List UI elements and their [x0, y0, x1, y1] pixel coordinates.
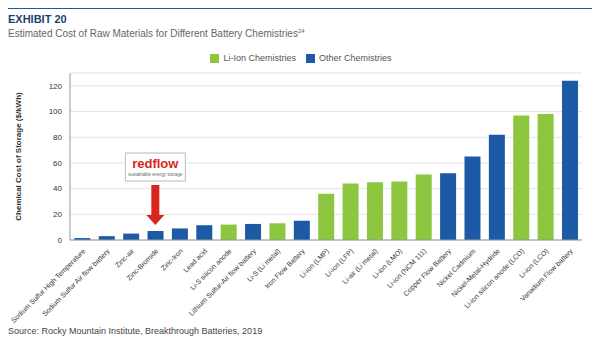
- svg-text:Iron Flow Battery: Iron Flow Battery: [263, 247, 306, 290]
- svg-text:Zinc-Bromide: Zinc-Bromide: [125, 247, 159, 281]
- svg-text:Li-ion silicon anode (LCO): Li-ion silicon anode (LCO): [463, 247, 526, 310]
- svg-text:Lead acid: Lead acid: [181, 247, 209, 274]
- svg-text:Zinc-Iron: Zinc-Iron: [159, 247, 184, 272]
- html-text:Other Chemistries: Other Chemistries: [319, 53, 392, 63]
- svg-text:Li-air (Li metal): Li-air (Li metal): [341, 247, 380, 286]
- svg-text:Copper Flow Battery: Copper Flow Battery: [402, 247, 453, 298]
- svg-text:60: 60: [53, 159, 62, 168]
- svg-text:Li-ion (LCO): Li-ion (LCO): [517, 247, 550, 280]
- svg-text:Chemical Cost of Storage ($/kW: Chemical Cost of Storage ($/kWh): [14, 92, 23, 221]
- svg-text:redflow: redflow: [132, 156, 179, 171]
- svg-text:Li-ion (NCM 111): Li-ion (NCM 111): [386, 247, 429, 290]
- svg-text:Lithium Sulfur-Air flow batter: Lithium Sulfur-Air flow battery: [187, 247, 258, 318]
- svg-text:Nickel-Metal-Hydride: Nickel-Metal-Hydride: [450, 247, 501, 299]
- svg-text:0: 0: [58, 236, 63, 245]
- svg-text:Sodium Sulfur Air flow battery: Sodium Sulfur Air flow battery: [41, 247, 112, 318]
- svg-text:sustainable energy storage: sustainable energy storage: [128, 172, 183, 177]
- svg-text:Li-ion (LMP): Li-ion (LMP): [298, 247, 331, 280]
- svg-text:Vanadium Flow battery: Vanadium Flow battery: [519, 247, 575, 303]
- svg-text:Li-S silicon anode: Li-S silicon anode: [189, 247, 233, 291]
- html-text:EXHIBIT 20: EXHIBIT 20: [8, 13, 67, 25]
- svg-text:120: 120: [49, 82, 63, 91]
- html-text:Source: Rocky Mountain Institu: Source: Rocky Mountain Institute, Breakt…: [8, 326, 263, 336]
- svg-text:100: 100: [49, 107, 63, 116]
- svg-text:Li-ion (LFP): Li-ion (LFP): [323, 247, 355, 279]
- html-text:Estimated Cost of Raw Material: Estimated Cost of Raw Materials for Diff…: [8, 28, 305, 40]
- svg-text:Nickel Cadmium: Nickel Cadmium: [435, 247, 477, 289]
- svg-text:20: 20: [53, 210, 62, 219]
- svg-text:40: 40: [53, 184, 62, 193]
- html-text:Li-Ion Chemistries: Li-Ion Chemistries: [223, 53, 296, 63]
- svg-text:80: 80: [53, 133, 62, 142]
- svg-text:Zinc-air: Zinc-air: [114, 247, 136, 269]
- svg-text:Li-S (Li metal): Li-S (Li metal): [245, 247, 282, 283]
- svg-text:Li-ion (LMO): Li-ion (LMO): [370, 247, 404, 280]
